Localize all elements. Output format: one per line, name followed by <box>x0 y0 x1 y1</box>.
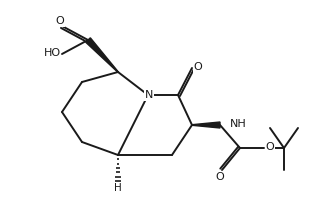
Text: HO: HO <box>43 48 61 58</box>
Text: O: O <box>56 16 64 26</box>
Text: N: N <box>145 90 153 100</box>
Text: O: O <box>266 142 274 152</box>
Text: H: H <box>114 183 122 193</box>
Text: NH: NH <box>230 119 247 129</box>
Polygon shape <box>192 122 220 128</box>
Polygon shape <box>86 38 118 72</box>
Text: O: O <box>194 62 202 72</box>
Text: O: O <box>216 172 224 182</box>
